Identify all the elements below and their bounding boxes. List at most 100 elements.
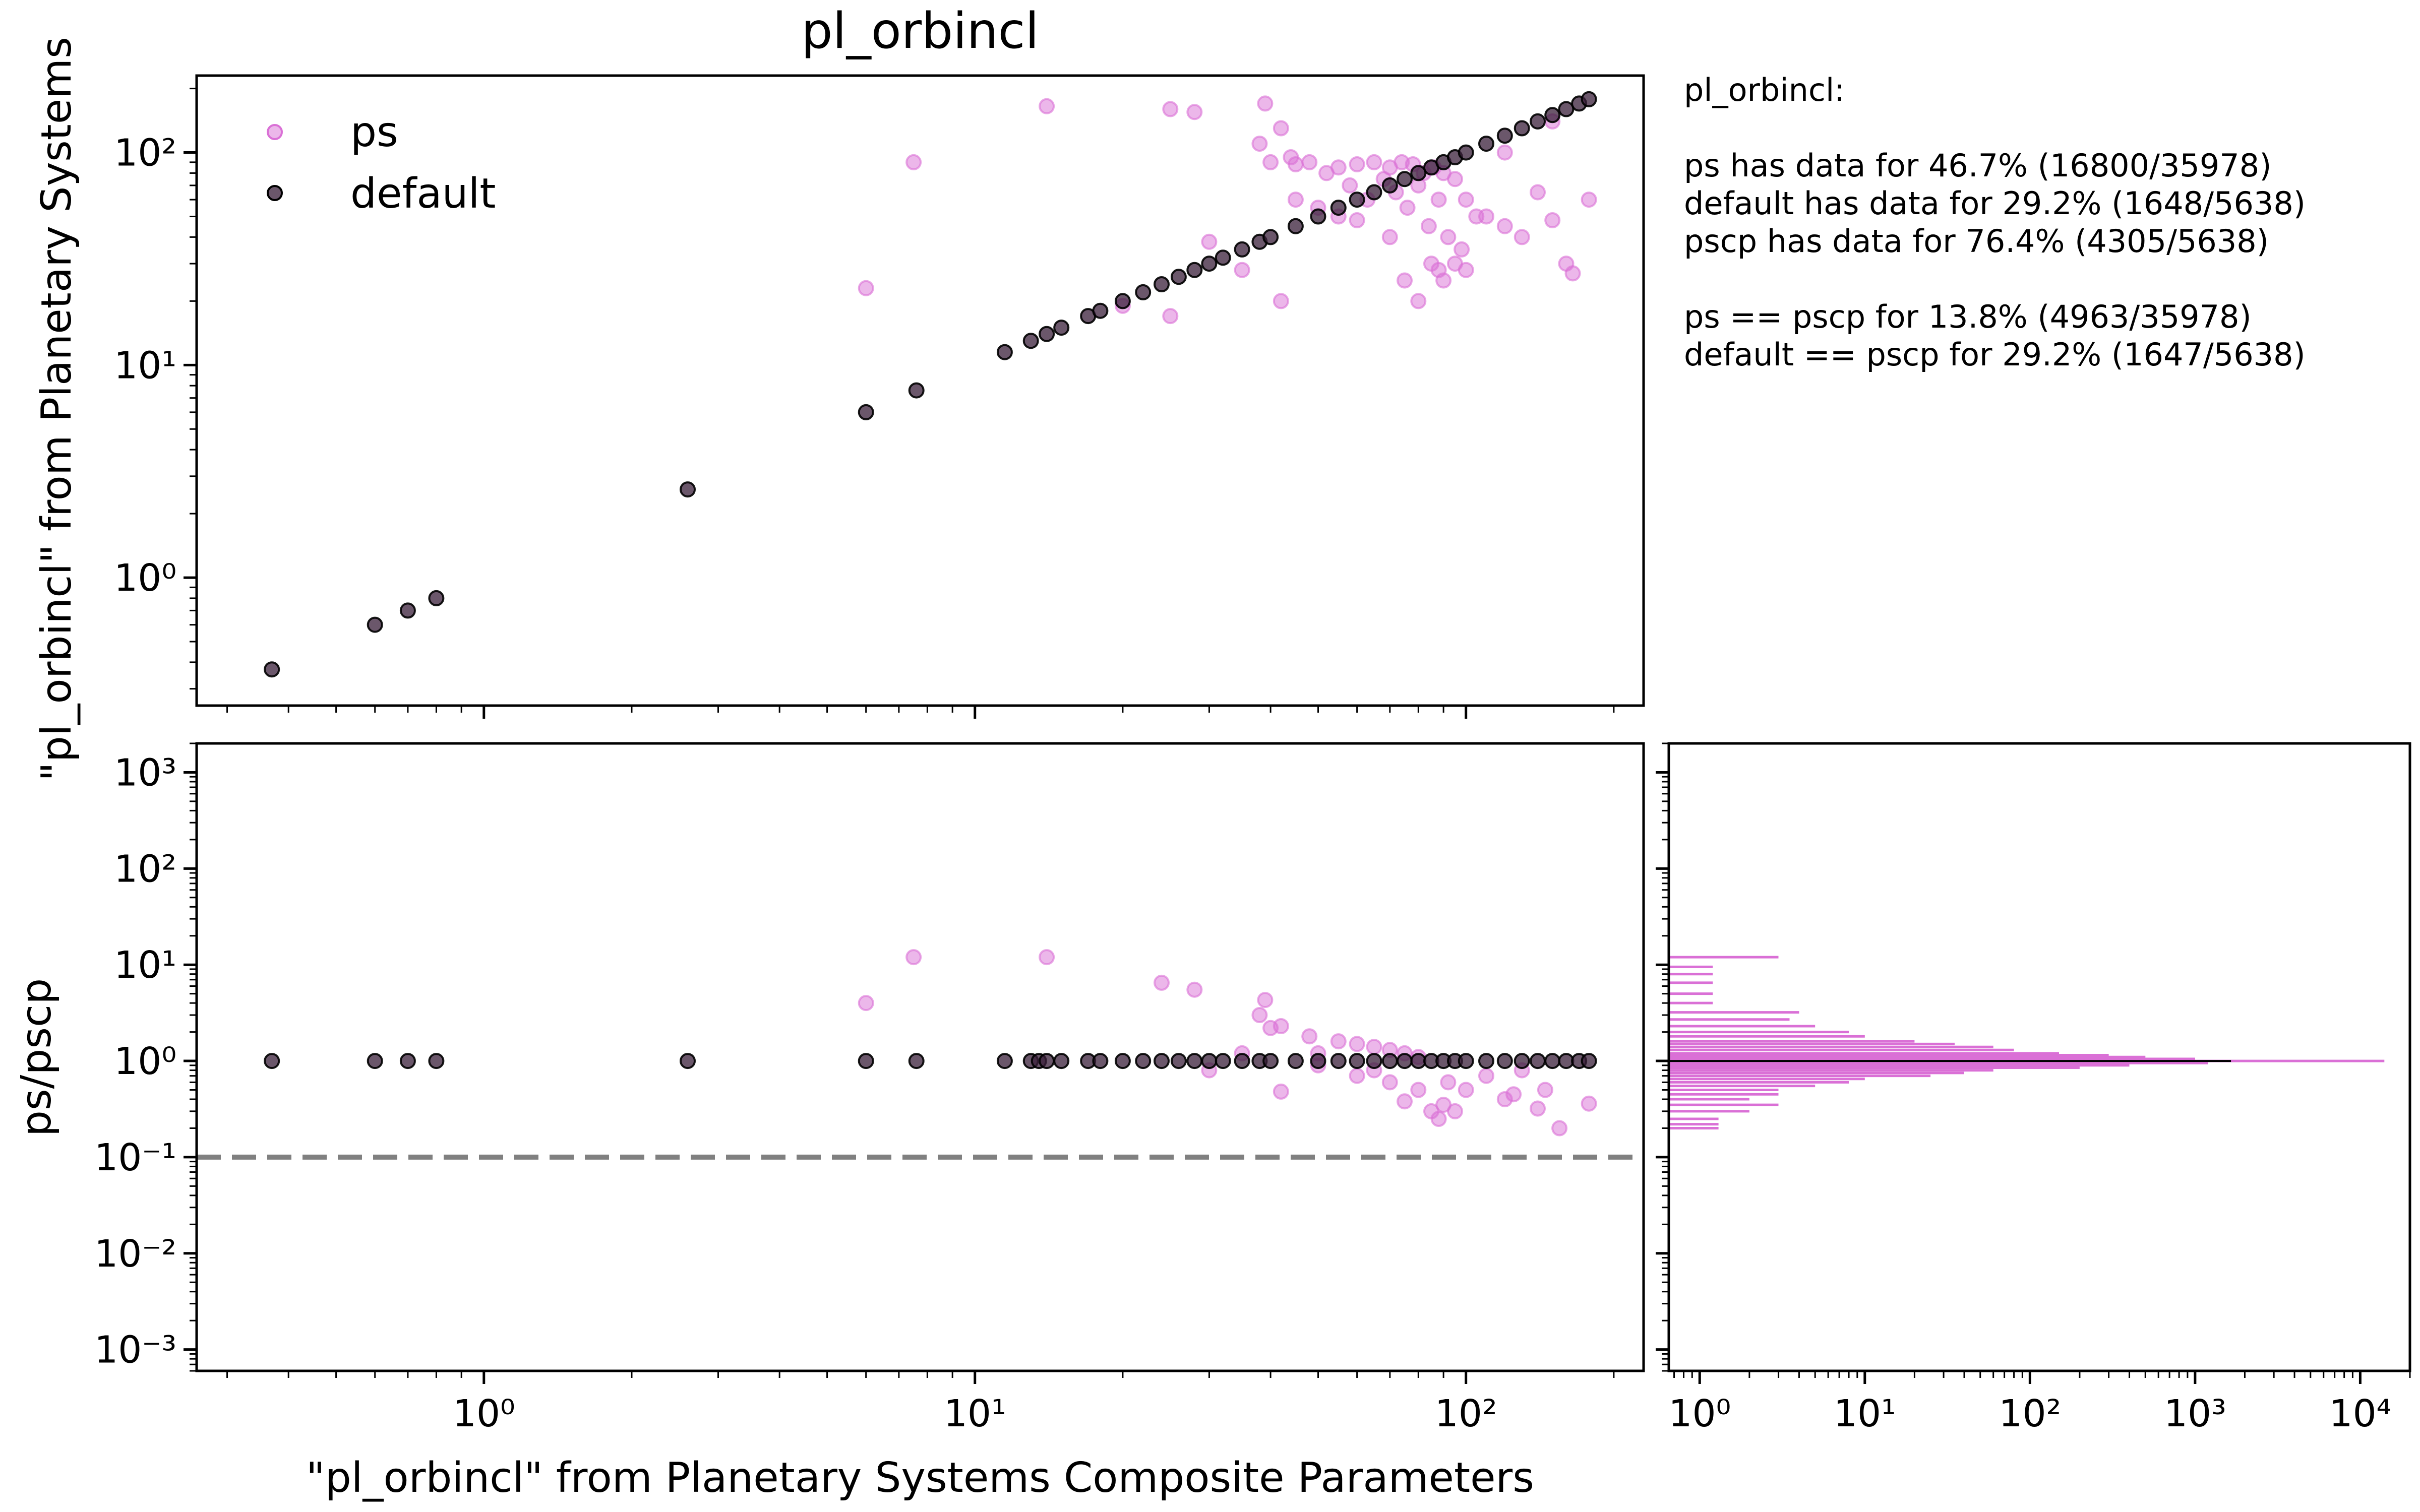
top-point-default (1024, 334, 1038, 348)
ratio-point-default (859, 1054, 873, 1068)
top-point-ps (1350, 213, 1364, 227)
ratio-point-default (368, 1054, 382, 1068)
ratio-point-ps (1350, 1069, 1364, 1083)
top-point-default (1367, 185, 1381, 200)
top-point-ps (1498, 146, 1512, 160)
legend: ps default (268, 108, 496, 218)
ratio-point-ps (1187, 983, 1201, 997)
ratio-x-tick-label: 10² (1435, 1392, 1497, 1435)
legend-label-ps: ps (350, 108, 398, 156)
ratio-point-ps (1258, 993, 1272, 1007)
top-scatter-panel: 10⁰10¹10² pl_orbincl "pl_orbincl" from P… (33, 3, 1644, 781)
top-point-default (1459, 146, 1473, 160)
top-point-ps (1479, 210, 1493, 224)
ratio-point-default (1398, 1054, 1412, 1068)
top-point-ps (1515, 230, 1529, 244)
top-point-default (1235, 242, 1249, 257)
top-point-ps (1422, 219, 1436, 233)
ratio-point-default (1545, 1054, 1559, 1068)
ratio-point-default (1172, 1054, 1186, 1068)
ratio-point-default (1367, 1054, 1381, 1068)
top-y-tick-label: 10⁰ (114, 556, 176, 600)
ratio-y-tick-label: 10⁰ (114, 1040, 176, 1083)
top-point-default (1531, 114, 1545, 129)
top-point-default (1116, 294, 1130, 308)
ratio-point-ps (1432, 1112, 1446, 1126)
top-point-default (1545, 108, 1559, 122)
ratio-point-default (1263, 1054, 1278, 1068)
ratio-point-default (910, 1054, 924, 1068)
top-point-ps (1163, 309, 1177, 323)
top-point-default (1040, 327, 1054, 341)
histogram-x-tick-label: 10² (1999, 1392, 2061, 1435)
top-point-ps (906, 155, 921, 169)
ratio-point-ps (1274, 1019, 1288, 1033)
top-point-ps (1455, 242, 1469, 257)
ratio-point-ps (906, 950, 921, 964)
ratio-y-tick-label: 10³ (114, 751, 176, 794)
ratio-point-ps (1506, 1087, 1521, 1101)
ratio-point-default (1531, 1054, 1545, 1068)
plot-title: pl_orbincl (801, 3, 1039, 60)
ratio-point-default (1515, 1054, 1529, 1068)
top-point-ps (1302, 155, 1316, 169)
top-point-default (1216, 250, 1230, 265)
legend-marker-ps (268, 125, 282, 139)
top-point-default (1383, 178, 1397, 193)
ratio-point-default (1479, 1054, 1493, 1068)
ratio-points-layer (265, 950, 1596, 1135)
top-point-default (910, 384, 924, 398)
stats-line-3: default has data for 29.2% (1648/5638) (1684, 185, 2306, 222)
ratio-point-ps (1459, 1083, 1473, 1097)
ratio-y-axis-title: ps/pscp (13, 978, 60, 1137)
ratio-axes: 10⁰10¹10²10⁻³10⁻²10⁻¹10⁰10¹10²10³ (94, 743, 1614, 1435)
ratio-point-default (1136, 1054, 1150, 1068)
top-point-ps (1274, 121, 1288, 136)
ratio-point-default (1350, 1054, 1364, 1068)
top-point-default (368, 618, 382, 632)
top-point-ps (1411, 294, 1425, 308)
ratio-point-ps (1040, 950, 1054, 964)
top-point-ps (1350, 157, 1364, 171)
top-point-ps (1343, 178, 1357, 193)
top-point-ps (1545, 213, 1559, 227)
ratio-point-default (1332, 1054, 1346, 1068)
top-point-ps (1531, 185, 1545, 200)
top-point-default (859, 405, 873, 419)
ratio-point-default (1311, 1054, 1325, 1068)
ratio-point-default (1040, 1054, 1054, 1068)
ratio-point-default (998, 1054, 1012, 1068)
top-point-ps (1332, 160, 1346, 174)
ratio-x-tick-label: 10¹ (944, 1392, 1006, 1435)
top-point-default (1202, 257, 1216, 271)
top-point-ps (1163, 102, 1177, 116)
top-point-ps (1398, 274, 1412, 288)
top-point-default (1187, 263, 1201, 277)
top-point-default (401, 603, 415, 617)
legend-label-default: default (350, 170, 496, 218)
top-point-default (429, 591, 443, 605)
ratio-point-default (429, 1054, 443, 1068)
top-point-ps (1441, 230, 1455, 244)
top-point-ps (1235, 263, 1249, 277)
stats-line-2: ps has data for 46.7% (16800/35978) (1684, 147, 2271, 184)
ratio-point-ps (1582, 1097, 1596, 1111)
ratio-point-default (1155, 1054, 1169, 1068)
ratio-point-ps (1367, 1040, 1381, 1054)
top-point-default (1136, 285, 1150, 299)
ratio-point-ps (1441, 1075, 1455, 1089)
stats-line-0: pl_orbincl: (1684, 72, 1845, 108)
top-point-default (1515, 121, 1529, 136)
histogram-bars-layer (1669, 957, 2384, 1128)
histogram-x-tick-label: 10⁰ (1668, 1392, 1731, 1435)
ratio-x-tick-label: 10⁰ (453, 1392, 515, 1435)
top-point-default (1479, 137, 1493, 151)
ratio-point-ps (1531, 1102, 1545, 1116)
ratio-point-default (1289, 1054, 1303, 1068)
ratio-point-ps (859, 996, 873, 1010)
top-point-ps (1448, 172, 1462, 186)
ratio-point-default (681, 1054, 695, 1068)
top-point-ps (1040, 99, 1054, 113)
legend-marker-default (268, 186, 282, 200)
